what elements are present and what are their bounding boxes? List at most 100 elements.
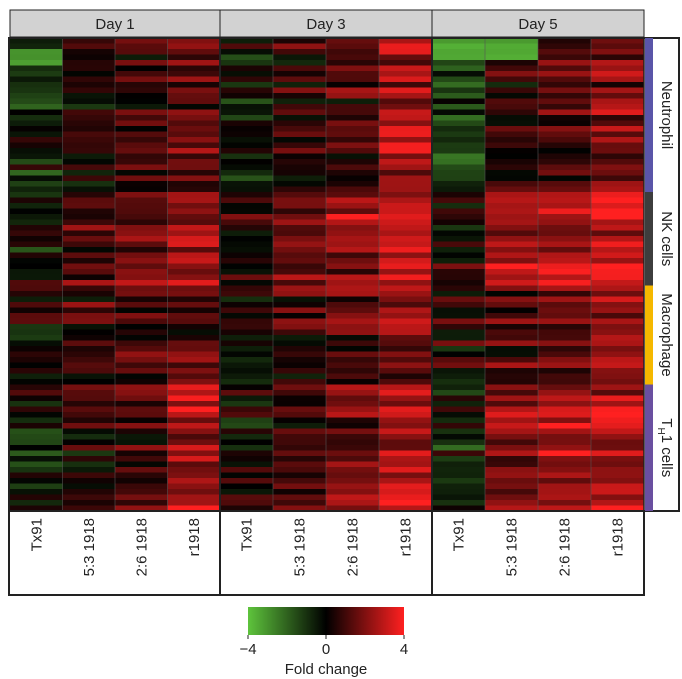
heatmap-cell: [538, 335, 592, 341]
heatmap-cell: [10, 494, 63, 501]
heatmap-cell: [273, 208, 327, 215]
heatmap-cell: [326, 428, 380, 435]
heatmap-cell: [62, 450, 116, 457]
heatmap-cell: [62, 379, 116, 385]
heatmap-cell: [326, 225, 380, 231]
heatmap-cell: [538, 489, 592, 495]
heatmap-cell: [591, 126, 645, 132]
heatmap-cell: [10, 390, 63, 396]
heatmap-cell: [273, 467, 327, 473]
heatmap-cell: [432, 54, 486, 61]
heatmap-cell: [273, 450, 327, 457]
heatmap-cell: [538, 93, 592, 99]
heatmap-cell: [62, 329, 116, 336]
heatmap-cell: [591, 170, 645, 176]
heatmap-cell: [115, 49, 168, 55]
heatmap-cell: [220, 137, 274, 143]
heatmap-cell: [167, 318, 221, 325]
row-group-bar: [645, 384, 653, 511]
heatmap-cell: [591, 346, 645, 352]
heatmap-cell: [62, 412, 116, 418]
heatmap-cell: [220, 296, 274, 303]
heatmap-cell: [115, 467, 168, 473]
heatmap-cell: [273, 285, 327, 292]
heatmap-cell: [326, 291, 380, 297]
heatmap-cell: [485, 384, 539, 391]
heatmap-cell: [115, 230, 168, 237]
heatmap-cell: [591, 230, 645, 237]
heatmap-cell: [10, 351, 63, 358]
heatmap-cell: [591, 274, 645, 281]
heatmap-cell: [538, 280, 592, 286]
heatmap-cell: [538, 60, 592, 66]
heatmap-cell: [379, 280, 433, 286]
heatmap-cell: [167, 230, 221, 237]
heatmap-cell: [62, 126, 116, 132]
heatmap-cell: [485, 368, 539, 374]
heatmap-cell: [10, 269, 63, 275]
heatmap-cell: [220, 302, 274, 308]
heatmap-cell: [220, 142, 274, 149]
heatmap-cell: [273, 131, 327, 138]
heatmap-cell: [432, 329, 486, 336]
heatmap-cell: [115, 197, 168, 204]
heatmap-cell: [591, 203, 645, 209]
heatmap-cell: [10, 263, 63, 270]
heatmap-cell: [326, 71, 380, 77]
heatmap-cell: [538, 120, 592, 127]
heatmap-cell: [326, 164, 380, 171]
heatmap-cell: [485, 225, 539, 231]
heatmap-cell: [326, 87, 380, 94]
heatmap-cell: [538, 340, 592, 347]
heatmap-cell: [326, 307, 380, 314]
heatmap-cell: [10, 71, 63, 77]
heatmap-cell: [10, 208, 63, 215]
heatmap-cell: [273, 494, 327, 501]
heatmap-cell: [62, 313, 116, 319]
heatmap-cell: [10, 258, 63, 264]
heatmap-cell: [115, 258, 168, 264]
heatmap-cell: [379, 148, 433, 154]
heatmap-cell: [326, 406, 380, 413]
heatmap-cell: [591, 131, 645, 138]
heatmap-cell: [379, 126, 433, 132]
heatmap-cell: [591, 329, 645, 336]
heatmap-cell: [167, 362, 221, 369]
heatmap-cell: [220, 489, 274, 495]
heatmap-cell: [62, 439, 116, 446]
heatmap-cell: [62, 467, 116, 473]
heatmap-cell: [10, 175, 63, 182]
heatmap-cell: [115, 505, 168, 512]
heatmap-cell: [485, 43, 539, 50]
heatmap-cell: [485, 236, 539, 242]
heatmap-cell: [432, 263, 486, 270]
heatmap-cell: [62, 208, 116, 215]
heatmap-cell: [167, 280, 221, 286]
heatmap-cell: [10, 274, 63, 281]
heatmap-cell: [326, 186, 380, 193]
heatmap-cell: [167, 208, 221, 215]
heatmap-cell: [273, 175, 327, 182]
heatmap-cell: [538, 186, 592, 193]
heatmap-cell: [538, 269, 592, 275]
heatmap-cell: [326, 60, 380, 66]
heatmap-cell: [10, 76, 63, 83]
heatmap-cell: [591, 186, 645, 193]
heatmap-cell: [591, 247, 645, 253]
heatmap-cell: [220, 181, 274, 187]
heatmap-cell: [167, 494, 221, 501]
heatmap-cell: [591, 406, 645, 413]
heatmap-cell: [432, 379, 486, 385]
heatmap-cell: [432, 362, 486, 369]
heatmap-cell: [167, 219, 221, 226]
heatmap-cell: [326, 390, 380, 396]
heatmap-cell: [538, 252, 592, 259]
heatmap-cell: [379, 445, 433, 451]
heatmap-cell: [485, 302, 539, 308]
heatmap-cell: [115, 291, 168, 297]
heatmap-cell: [379, 428, 433, 435]
heatmap-cell: [10, 302, 63, 308]
heatmap-cell: [432, 428, 486, 435]
heatmap-cell: [167, 49, 221, 55]
heatmap-cell: [379, 54, 433, 61]
